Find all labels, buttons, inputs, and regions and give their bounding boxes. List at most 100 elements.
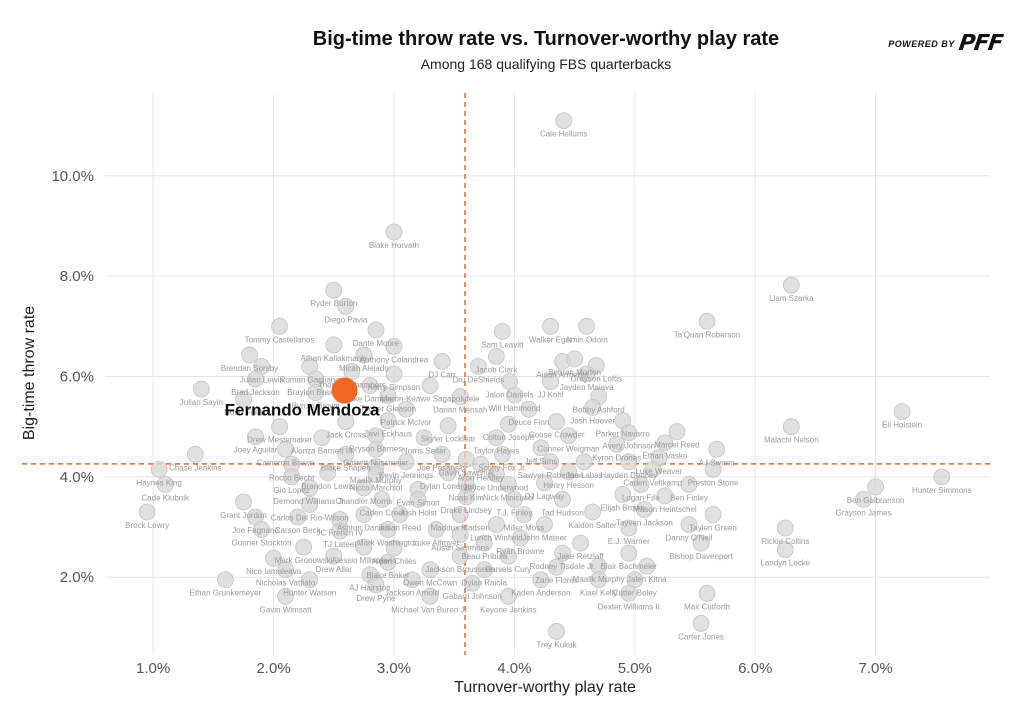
point-label: Brendan Sorsby	[221, 364, 278, 373]
data-point	[325, 547, 343, 565]
point-label: Joe Labas	[566, 471, 603, 480]
data-point	[656, 434, 674, 452]
point-label: Darian Mensah	[433, 406, 487, 415]
point-label: Kerry Simpson	[368, 383, 420, 392]
point-label: Rickie Collins	[761, 537, 809, 546]
point-label: Ethan Grunkemeyer	[190, 589, 262, 598]
data-point	[680, 475, 698, 493]
data-point	[867, 478, 885, 496]
point-label: Behren Morton	[548, 368, 601, 377]
data-point	[620, 519, 638, 537]
data-point	[331, 522, 349, 540]
point-label: Kaden Anderson	[511, 589, 570, 598]
data-point	[636, 501, 653, 518]
point-label: JC French IV	[316, 529, 363, 538]
point-label: Gavin Wimsatt	[260, 605, 313, 614]
data-point	[499, 547, 517, 565]
data-point	[698, 312, 716, 330]
point-label: Beau Pribula	[461, 552, 507, 561]
axis-ticks: 1.0% 2.0% 3.0% 4.0% 5.0% 6.0% 7.0% 2.0% 4.0% 6.0%…	[51, 168, 892, 677]
point-label: Preston Stone	[688, 478, 739, 487]
point-label: Drake Lindsey	[441, 506, 492, 515]
point-label: Noah Fifita	[224, 408, 263, 417]
point-label: Joe Fagnano	[232, 526, 279, 535]
point-label: Blake Baker	[366, 571, 409, 580]
point-label: Landyn Locke	[760, 559, 810, 568]
point-label: Colton Joseph	[483, 433, 534, 442]
point-label: Skyler Locklear	[421, 435, 476, 444]
point-label: Grant Jordan	[220, 511, 267, 520]
data-point	[385, 223, 403, 241]
point-label: Kiael Kelly	[580, 589, 617, 598]
data-point	[295, 538, 313, 556]
point-label: Scotty Fox Jr.	[478, 463, 526, 472]
point-label: Dylan Lonergan	[420, 482, 476, 491]
point-label: Athan Kaliakmanis	[301, 354, 367, 363]
point-label: Avery Johnson	[602, 442, 655, 451]
data-point	[307, 384, 325, 401]
point-label: Max Cutforth	[684, 602, 730, 611]
data-point	[217, 571, 234, 589]
point-label: Zane Flores	[535, 576, 578, 585]
data-point	[247, 370, 264, 388]
data-point	[493, 322, 511, 340]
data-point	[487, 348, 505, 365]
data-point	[433, 353, 451, 370]
point-label: Goose Crowder	[529, 431, 585, 440]
point-label: Dante Moore	[353, 339, 400, 348]
point-label: Trey Kukuk	[536, 640, 577, 649]
point-label: Roman Gagliano	[280, 375, 341, 384]
point-label: Ben Finley	[670, 493, 708, 502]
point-label: E.J. Warner	[608, 537, 650, 546]
point-label: T.J. Finley	[496, 508, 532, 517]
data-point	[421, 587, 439, 605]
data-point	[379, 387, 397, 404]
point-label: Tommy Castellanos	[245, 335, 315, 344]
point-label: Julian Reed	[379, 524, 421, 533]
data-point	[499, 475, 517, 493]
data-point	[536, 516, 553, 533]
data-point	[704, 506, 722, 523]
point-label: Will Hammond	[488, 404, 540, 413]
y-tick-label: 6.0%	[60, 369, 94, 386]
data-point	[620, 584, 638, 602]
point-label: Conner Weigman	[538, 445, 600, 454]
data-point	[355, 479, 373, 497]
point-label: Cale Hellums	[540, 130, 588, 139]
data-point	[451, 526, 469, 543]
point-label: Grayson Loftis	[570, 374, 622, 383]
data-point	[283, 468, 301, 486]
data-point	[427, 521, 445, 538]
data-point	[421, 561, 439, 579]
point-label: Byrum Brown	[292, 402, 340, 411]
data-point	[463, 574, 481, 592]
data-point	[555, 112, 573, 129]
data-point	[277, 561, 295, 579]
point-label: Caden Veltkamp	[624, 478, 683, 487]
data-point	[337, 413, 355, 431]
point-label: Kyron Drones	[592, 453, 641, 462]
data-point	[138, 503, 156, 521]
x-tick-label: 7.0%	[859, 660, 893, 677]
data-point	[451, 506, 469, 523]
x-tick-label: 4.0%	[497, 660, 531, 677]
data-point	[515, 506, 533, 523]
data-point	[487, 516, 505, 533]
data-point	[532, 571, 550, 589]
data-point	[505, 386, 523, 404]
point-label: Chandler Morris	[335, 497, 392, 506]
data-point	[632, 475, 650, 493]
point-label: Parker Navarro	[596, 430, 651, 439]
data-point	[156, 475, 174, 493]
data-point	[379, 412, 397, 430]
point-label: Dylan Raiola	[462, 579, 508, 588]
data-point	[548, 558, 565, 576]
point-label: Owen McCown	[403, 579, 457, 588]
data-point	[247, 428, 264, 446]
data-point	[150, 460, 168, 478]
point-label: DJ Lagway	[525, 492, 565, 501]
point-label: Josh Holst	[399, 508, 437, 517]
data-point	[397, 400, 415, 418]
data-point	[439, 417, 457, 435]
point-label: Luke Weaver	[635, 467, 682, 476]
